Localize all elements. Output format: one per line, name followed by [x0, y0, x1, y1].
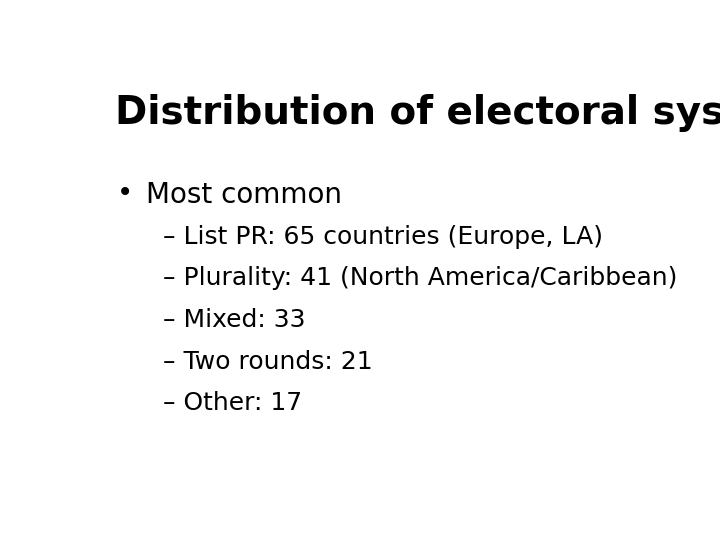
Text: Most common: Most common [145, 181, 342, 209]
Text: Distribution of electoral systems: Distribution of electoral systems [115, 94, 720, 132]
Text: – Other: 17: – Other: 17 [163, 391, 302, 415]
Text: – List PR: 65 countries (Europe, LA): – List PR: 65 countries (Europe, LA) [163, 225, 603, 249]
Text: – Plurality: 41 (North America/Caribbean): – Plurality: 41 (North America/Caribbean… [163, 266, 677, 291]
Text: •: • [117, 179, 133, 207]
Text: – Mixed: 33: – Mixed: 33 [163, 308, 305, 332]
Text: – Two rounds: 21: – Two rounds: 21 [163, 349, 372, 374]
